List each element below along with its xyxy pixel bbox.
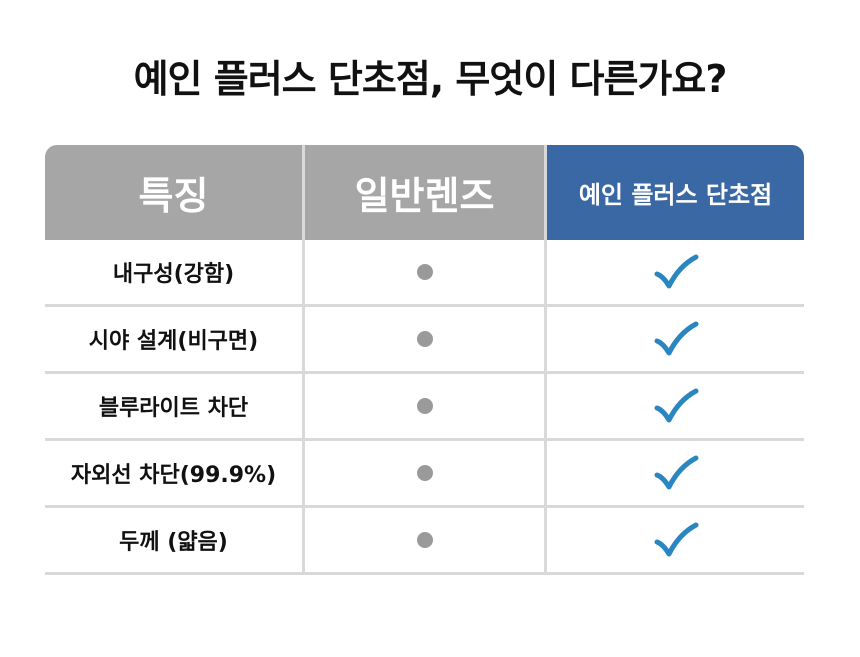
feature-label: 내구성(강함) <box>45 240 305 304</box>
normal-lens-cell <box>305 240 547 304</box>
header-yein-plus: 예인 플러스 단초점 <box>547 145 804 240</box>
page-title: 예인 플러스 단초점, 무엇이 다른가요? <box>133 57 728 101</box>
yein-plus-cell <box>547 508 804 572</box>
yein-plus-cell <box>547 441 804 505</box>
yein-plus-cell <box>547 240 804 304</box>
check-icon <box>653 522 699 558</box>
table-header: 특징 일반렌즈 예인 플러스 단초점 <box>45 145 804 240</box>
dot-icon <box>416 331 433 347</box>
normal-lens-cell <box>305 374 547 438</box>
feature-label: 시야 설계(비구면) <box>45 307 305 371</box>
table-row: 자외선 차단(99.9%) <box>45 441 804 508</box>
comparison-table: 특징 일반렌즈 예인 플러스 단초점 내구성(강함) 시야 설계(비구면) 블루라이… <box>45 145 804 575</box>
check-icon <box>653 254 699 290</box>
normal-lens-cell <box>305 307 547 371</box>
dot-icon <box>416 465 433 481</box>
table-row: 내구성(강함) <box>45 240 804 307</box>
dot-icon <box>416 532 433 548</box>
yein-plus-cell <box>547 307 804 371</box>
check-icon <box>653 388 699 424</box>
header-normal-lens: 일반렌즈 <box>305 145 547 240</box>
normal-lens-cell <box>305 508 547 572</box>
normal-lens-cell <box>305 441 547 505</box>
table-row: 두께 (얇음) <box>45 508 804 575</box>
dot-icon <box>416 264 433 280</box>
header-feature: 특징 <box>45 145 305 240</box>
yein-plus-cell <box>547 374 804 438</box>
table-row: 블루라이트 차단 <box>45 374 804 441</box>
table-row: 시야 설계(비구면) <box>45 307 804 374</box>
feature-label: 두께 (얇음) <box>45 508 305 572</box>
dot-icon <box>416 398 433 414</box>
feature-label: 자외선 차단(99.9%) <box>45 441 305 505</box>
check-icon <box>653 455 699 491</box>
feature-label: 블루라이트 차단 <box>45 374 305 438</box>
check-icon <box>653 321 699 357</box>
